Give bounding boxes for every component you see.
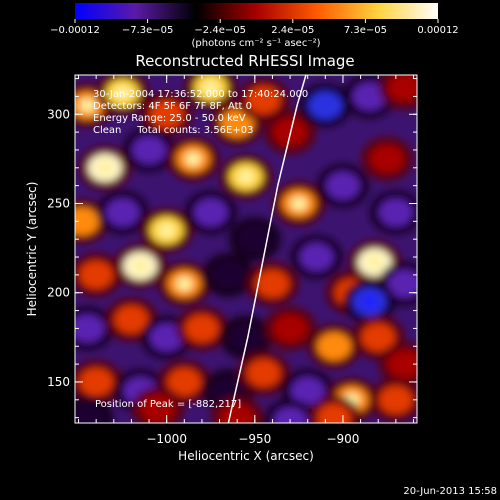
heatmap-blob	[193, 198, 228, 227]
x-axis-label: Heliocentric X (arcsec)	[178, 449, 314, 463]
colorbar	[75, 3, 438, 19]
heatmap-blob-core	[158, 223, 175, 238]
heatmap-blob	[387, 75, 417, 102]
heatmap-blob-core	[202, 80, 219, 95]
heatmap-blob	[132, 135, 167, 164]
generation-date: 20-Jun-2013 15:58	[403, 486, 497, 497]
heatmap-blob	[325, 171, 360, 200]
heatmap-blob	[167, 367, 202, 396]
heatmap-blob-core	[132, 258, 149, 273]
heatmap-blob	[75, 207, 100, 236]
heatmap-blob	[75, 314, 105, 343]
x-tick-label: −900	[326, 432, 359, 446]
heatmap-blob-core	[366, 255, 383, 270]
y-tick-label: 300	[47, 107, 70, 121]
solar-limb-layer	[227, 75, 307, 423]
heatmap-blob-core	[290, 196, 307, 211]
colorbar-tick-label: 7.3e−05	[344, 25, 387, 36]
heatmap-blob-core	[185, 151, 202, 166]
heatmap-blob	[273, 407, 308, 423]
heatmap-blob	[220, 403, 255, 423]
colorbar-tick-label: −2.4e−05	[194, 25, 246, 36]
heatmap-blob	[255, 269, 290, 298]
heatmap-blob	[299, 243, 334, 272]
heatmap-blob-core	[361, 294, 378, 309]
heatmap-blob	[308, 91, 343, 120]
annotation-line: Clean Total counts: 3.56E+03	[93, 125, 253, 136]
y-axis-ticks: 150 200 250 300	[47, 78, 417, 419]
y-axis-label: Heliocentric Y (arcsec)	[25, 182, 39, 317]
annotation-line: Detectors: 4F 5F 6F 7F 8F, Att 0	[93, 101, 252, 112]
colorbar-tick-label: −7.3e−05	[122, 25, 174, 36]
heatmap-blob	[149, 100, 184, 129]
heatmap-blob	[361, 323, 396, 352]
heatmap-blob	[370, 144, 405, 173]
heatmap-blob-core	[176, 276, 193, 291]
y-tick-label: 200	[47, 286, 70, 300]
heatmap-blob	[378, 198, 413, 227]
heatmap-blob	[246, 85, 281, 114]
heatmap-blob	[237, 225, 272, 254]
heatmap-blob	[211, 260, 246, 289]
heatmap-blob	[317, 332, 352, 361]
heatmap-blob	[114, 305, 149, 334]
colorbar-tick-label: 2.4e−05	[271, 25, 314, 36]
colorbar-tick-label: −0.00012	[50, 25, 100, 36]
heatmap-blob	[387, 350, 417, 379]
chart-title: Reconstructed RHESSI Image	[135, 52, 354, 70]
x-axis-ticks: −1000 −950 −900	[78, 75, 414, 446]
annotation-line: Energy Range: 25.0 - 50.0 keV	[93, 113, 246, 124]
heatmap-blob	[378, 385, 413, 414]
colorbar-tick-label: 0.00012	[417, 25, 458, 36]
heatmap-blob	[229, 323, 263, 352]
heatmap-blob	[79, 260, 114, 289]
heatmap-blob	[273, 314, 308, 343]
heatmap-blob-core	[114, 85, 131, 100]
heatmap-blob	[387, 269, 417, 298]
heatmap-blob	[184, 314, 219, 343]
x-tick-label: −1000	[146, 432, 187, 446]
plot-frame	[74, 74, 418, 424]
heatmap-blob	[246, 359, 281, 388]
heatmap-blob	[149, 323, 184, 352]
peak-position-label: Position of Peak = [-882,217]	[95, 399, 241, 410]
heatmap-image	[75, 75, 417, 423]
heatmap-blob	[105, 198, 140, 227]
heatmap-blob	[352, 82, 387, 111]
heatmap-blob	[317, 403, 352, 423]
heatmap-blob	[290, 376, 325, 405]
y-tick-label: 150	[47, 375, 70, 389]
heatmap-blob	[79, 367, 114, 396]
colorbar-ticks: −0.00012 −7.3e−05 −2.4e−05 2.4e−05 7.3e−05 0.…	[50, 19, 459, 36]
x-tick-label: −950	[238, 432, 271, 446]
annotations: 30-Jan-2004 17:36:52.000 to 17:40:24.000…	[93, 89, 308, 136]
annotation-line: 30-Jan-2004 17:36:52.000 to 17:40:24.000	[93, 89, 308, 100]
colorbar-unit-label: (photons cm⁻² s⁻¹ asec⁻²)	[191, 38, 320, 49]
y-tick-label: 250	[47, 196, 70, 210]
heatmap-blob	[220, 109, 255, 138]
heatmap-blob	[75, 403, 105, 423]
solar-limb-line	[227, 75, 307, 423]
heatmap-blob-core	[96, 160, 113, 175]
heatmap-blob-core	[238, 169, 254, 184]
heatmap-blob-core	[79, 98, 96, 113]
